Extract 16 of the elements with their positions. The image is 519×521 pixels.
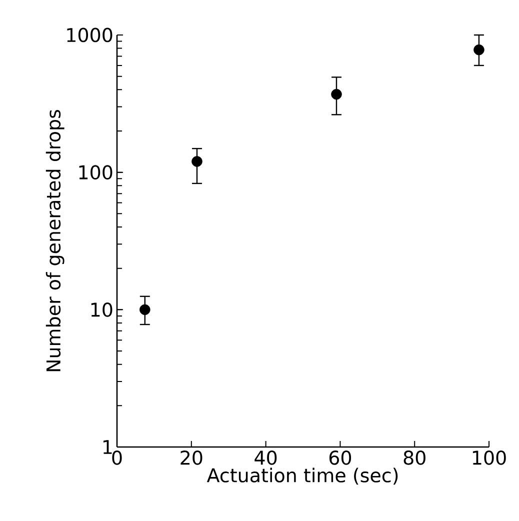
x-tick-label: 80 xyxy=(404,450,426,465)
x-tick-label: 20 xyxy=(180,450,202,465)
point xyxy=(474,44,484,56)
y-tick-label: 100 xyxy=(79,165,112,180)
x-tick-label: 0 xyxy=(112,450,122,465)
y-tick-label: 1000 xyxy=(67,28,112,42)
point xyxy=(331,88,342,100)
y-tick-label: 10 xyxy=(91,302,112,317)
y-axis-title: Number of generated drops xyxy=(46,110,64,372)
x-tick-label: 40 xyxy=(254,450,277,465)
y-tick-label: 1 xyxy=(103,440,112,454)
x-axis-title: Actuation time (sec) xyxy=(206,468,398,485)
point xyxy=(192,156,202,167)
x-tick-label: 60 xyxy=(329,450,352,465)
point xyxy=(140,304,150,316)
x-tick-label: 100 xyxy=(472,450,506,465)
